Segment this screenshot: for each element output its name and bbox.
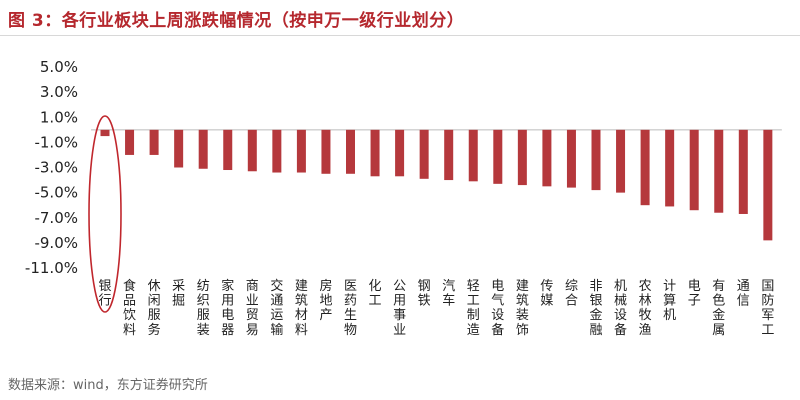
x-category-label: 机械设备: [614, 279, 627, 338]
y-tick-label: -5.0%: [34, 184, 78, 202]
chart-title: 图 3：各行业板块上周涨跌幅情况（按申万一级行业划分）: [8, 11, 465, 31]
bar: [321, 129, 331, 174]
y-tick-label: -11.0%: [25, 259, 78, 277]
x-category-label: 纺织服装: [197, 279, 210, 338]
x-category-label: 传媒: [540, 279, 553, 309]
x-category-label: 建筑装饰: [516, 279, 529, 338]
bar: [272, 129, 282, 173]
y-tick-label: 3.0%: [40, 83, 78, 101]
bar-chart: 5.0% 3.0% 1.0% -1.0% -3.0% -5.0% -7.0% -9.0% -11…: [25, 58, 782, 338]
x-category-label: 商业贸易: [246, 279, 259, 338]
x-category-label: 建筑材料: [295, 279, 308, 338]
bar: [370, 129, 380, 177]
x-category-label: 医药生物: [344, 279, 357, 338]
x-category-label: 休闲服务: [148, 279, 161, 338]
bar: [566, 129, 576, 188]
y-axis: 5.0% 3.0% 1.0% -1.0% -3.0% -5.0% -7.0% -9.0% -11…: [25, 58, 78, 277]
x-category-label: 非银金融: [589, 279, 602, 338]
bar: [198, 129, 208, 169]
x-category-label: 化工: [369, 279, 382, 309]
bar: [616, 129, 626, 193]
bar: [125, 129, 135, 155]
bar: [640, 129, 650, 206]
bar: [444, 129, 454, 181]
bar: [346, 129, 355, 174]
bars: [100, 129, 773, 241]
x-category-label: 房地产: [319, 278, 332, 323]
category-labels: 银行食品饮料休闲服务采掘纺织服装家用电器商业贸易交通运输建筑材料房地产医药生物化…: [98, 278, 774, 338]
bar: [689, 129, 699, 211]
x-category-label: 计算机: [663, 279, 676, 323]
x-category-label: 电气设备: [491, 279, 504, 338]
bar: [100, 129, 110, 137]
y-tick-label: 5.0%: [40, 58, 78, 76]
bar: [395, 129, 405, 177]
x-category-label: 家用电器: [221, 278, 234, 338]
y-tick-label: -7.0%: [34, 209, 78, 227]
source-note: 数据来源：wind，东方证券研究所: [8, 378, 208, 393]
title-divider: [0, 35, 800, 36]
x-category-label: 通信: [737, 279, 750, 309]
x-category-label: 综合: [565, 279, 578, 309]
bar: [419, 129, 429, 179]
bar: [149, 129, 159, 155]
x-category-label: 轻工制造: [467, 279, 480, 338]
bar: [714, 129, 724, 213]
bar: [665, 129, 675, 207]
bar: [468, 129, 478, 182]
bar: [493, 129, 503, 184]
x-category-label: 电子: [688, 279, 701, 309]
bar: [517, 129, 527, 186]
x-category-label: 国防军工: [761, 279, 774, 338]
x-category-label: 汽车: [442, 279, 455, 309]
bar: [591, 129, 601, 191]
bar: [542, 129, 552, 187]
y-tick-label: -1.0%: [34, 133, 78, 151]
bar: [738, 129, 748, 214]
y-tick-label: -3.0%: [34, 159, 78, 177]
x-category-label: 食品饮料: [123, 278, 136, 338]
x-category-label: 采掘: [172, 279, 185, 309]
y-tick-label: -9.0%: [34, 234, 78, 252]
x-category-label: 农林牧渔: [639, 279, 652, 338]
bar: [223, 129, 233, 171]
bar: [174, 129, 184, 168]
x-category-label: 银行: [98, 279, 111, 309]
bar: [296, 129, 306, 173]
y-tick-label: 1.0%: [40, 108, 78, 126]
x-category-label: 公用事业: [393, 279, 406, 338]
x-category-label: 交通运输: [270, 278, 283, 338]
x-category-label: 有色金属: [712, 279, 725, 338]
bar: [763, 129, 773, 241]
bar: [247, 129, 257, 172]
x-category-label: 钢铁: [418, 279, 431, 309]
highlight-ellipse: [88, 115, 122, 313]
